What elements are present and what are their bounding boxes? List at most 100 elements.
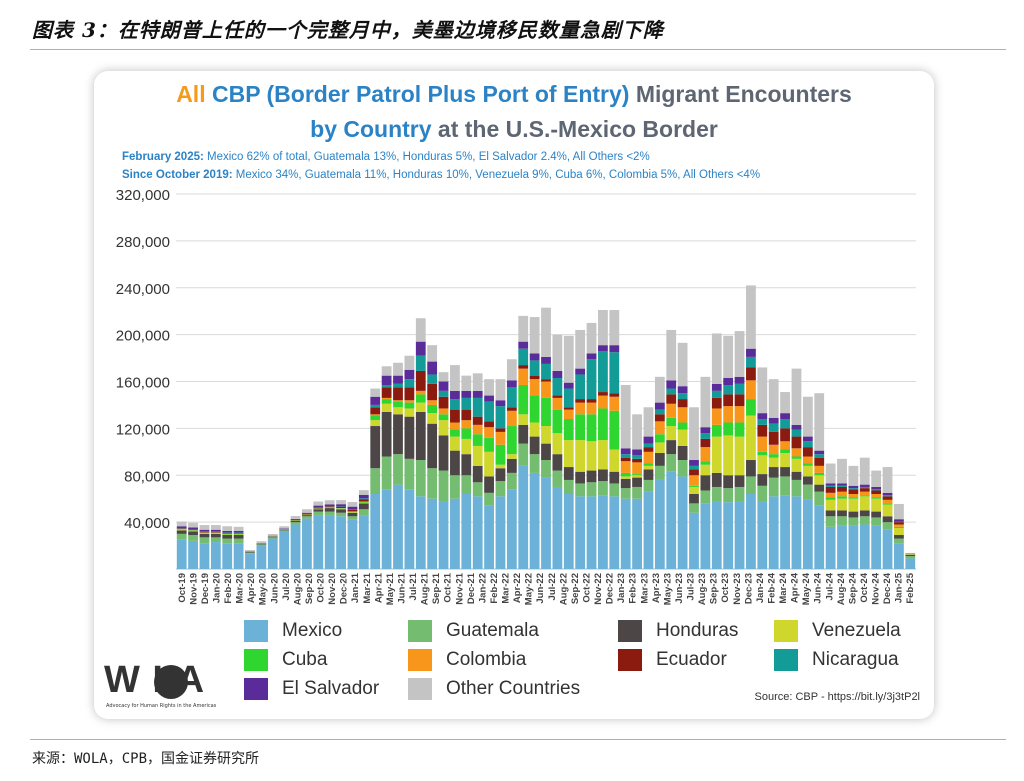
bar-segment-mexico [734, 501, 745, 569]
bar-segment-nicaragua [529, 360, 540, 376]
bar-segment-el-salvador [791, 424, 802, 430]
legend-swatch [774, 620, 798, 642]
bar-segment-venezuela [176, 529, 187, 531]
legend-label: Mexico [282, 620, 343, 641]
x-tick-label: Feb-22 [489, 573, 500, 604]
bar-segment-honduras [768, 467, 779, 478]
bar-segment-colombia [472, 424, 483, 435]
bar-segment-mexico [746, 494, 756, 569]
bar-segment-ecuador [427, 383, 438, 401]
x-tick-label: Aug-23 [697, 573, 708, 605]
bar-segment-guatemala [176, 533, 187, 540]
bar-segment-cuba [837, 496, 847, 499]
bar-segment-honduras [427, 423, 438, 469]
bar-segment-mexico [882, 529, 893, 569]
bar-segment-other-countries [814, 393, 825, 451]
bar-segment-ecuador [336, 506, 346, 509]
bar-segment-venezuela [654, 442, 665, 453]
bar-segment-honduras [575, 471, 586, 484]
bar-segment-colombia [677, 407, 688, 423]
legend-swatch [408, 620, 432, 642]
x-tick-label: Apr-24 [790, 572, 801, 603]
bar-segment-mexico [279, 531, 290, 569]
bar-segment-honduras [666, 440, 677, 455]
bar-segment-cuba [199, 532, 210, 534]
bar-segment-el-salvador [666, 380, 677, 389]
bar-segment-nicaragua [882, 495, 893, 497]
bar-segment-nicaragua [848, 488, 859, 490]
bar-segment-other-countries [541, 307, 551, 357]
x-tick-label: Nov-22 [593, 573, 604, 605]
bar-segment-guatemala [393, 454, 403, 485]
bar-segment-mexico [552, 486, 563, 569]
x-tick-label: Dec-23 [743, 573, 754, 604]
bar-segment-guatemala [358, 509, 369, 516]
bar-segment-ecuador [461, 409, 472, 421]
bar-segment-mexico [598, 495, 608, 569]
y-tick-label: 200,000 [116, 328, 170, 345]
x-tick-label: Nov-21 [454, 572, 465, 604]
bar-segment-colombia [495, 431, 506, 445]
bar-segment-guatemala [780, 476, 790, 496]
x-tick-label: Sep-21 [431, 572, 442, 604]
wola-logo: W LA Advocacy for Human Rights in the Am… [104, 659, 244, 711]
bar-segment-ecuador [381, 387, 392, 398]
bar-segment-nicaragua [518, 348, 529, 366]
legend-swatch [408, 678, 432, 700]
bar-segment-ecuador [529, 375, 540, 380]
bar-segment-ecuador [313, 507, 324, 509]
bar-segment-el-salvador [620, 448, 631, 455]
bar-segment-other-countries [734, 331, 745, 377]
bar-segment-honduras [324, 508, 335, 512]
bar-segment-honduras [723, 475, 734, 489]
bar-segment-nicaragua [734, 383, 745, 395]
bar-segment-colombia [894, 524, 904, 527]
legend-item-ecuador: Ecuador [618, 648, 727, 672]
logo-text: W LA [104, 659, 206, 701]
bar-segment-venezuela [757, 455, 768, 475]
bar-segment-mexico [654, 479, 665, 569]
bar-segment-nicaragua [689, 465, 699, 470]
bar-segment-cuba [643, 463, 654, 466]
bar-segment-honduras [233, 535, 244, 539]
bar-segment-colombia [586, 402, 597, 415]
bar-segment-el-salvador [632, 449, 642, 456]
bar-segment-guatemala [700, 490, 711, 504]
chart-subtitle-2: Since October 2019: Mexico 34%, Guatemal… [122, 169, 760, 181]
bar-segment-colombia [598, 395, 608, 409]
bar-segment-el-salvador [506, 380, 517, 388]
bar-segment-colombia [632, 462, 642, 475]
bar-segment-el-salvador [848, 485, 859, 489]
bar-segment-colombia [791, 448, 802, 457]
bar-segment-cuba [723, 422, 734, 436]
bar-segment-nicaragua [541, 363, 551, 380]
x-tick-label: Aug-21 [420, 572, 431, 605]
bar-segment-other-countries [256, 541, 267, 543]
bar-segment-cuba [415, 394, 426, 403]
bar-segment-honduras [245, 552, 255, 553]
legend-item-venezuela: Venezuela [774, 619, 901, 643]
bar-segment-mexico [199, 543, 210, 569]
bar-segment-nicaragua [711, 390, 722, 398]
bar-segment-other-countries [575, 329, 586, 369]
x-tick-label: Jan-22 [477, 573, 488, 603]
x-tick-label: Jul-23 [686, 573, 697, 600]
bar-segment-honduras [370, 426, 381, 469]
bar-segment-colombia [575, 402, 586, 415]
bar-segment-el-salvador [768, 417, 779, 424]
bar-segment-cuba [859, 495, 870, 497]
x-tick-label: Oct-23 [720, 573, 731, 603]
bar-segment-el-salvador [358, 494, 369, 499]
bar-segment-ecuador [734, 394, 745, 407]
bar-segment-venezuela [370, 420, 381, 427]
bar-segment-el-salvador [438, 381, 449, 391]
subtitle-1-text: Mexico 62% of total, Guatemala 13%, Hond… [203, 151, 650, 163]
x-tick-label: Jun-21 [397, 572, 408, 603]
bar-segment-mexico [427, 498, 438, 569]
x-tick-label: Oct-19 [177, 573, 188, 603]
x-tick-label: Aug-20 [292, 573, 303, 605]
x-tick-label: Apr-23 [651, 573, 662, 603]
bar-segment-ecuador [689, 469, 699, 476]
bar-segment-cuba [746, 399, 756, 416]
bar-segment-venezuela [518, 414, 529, 425]
